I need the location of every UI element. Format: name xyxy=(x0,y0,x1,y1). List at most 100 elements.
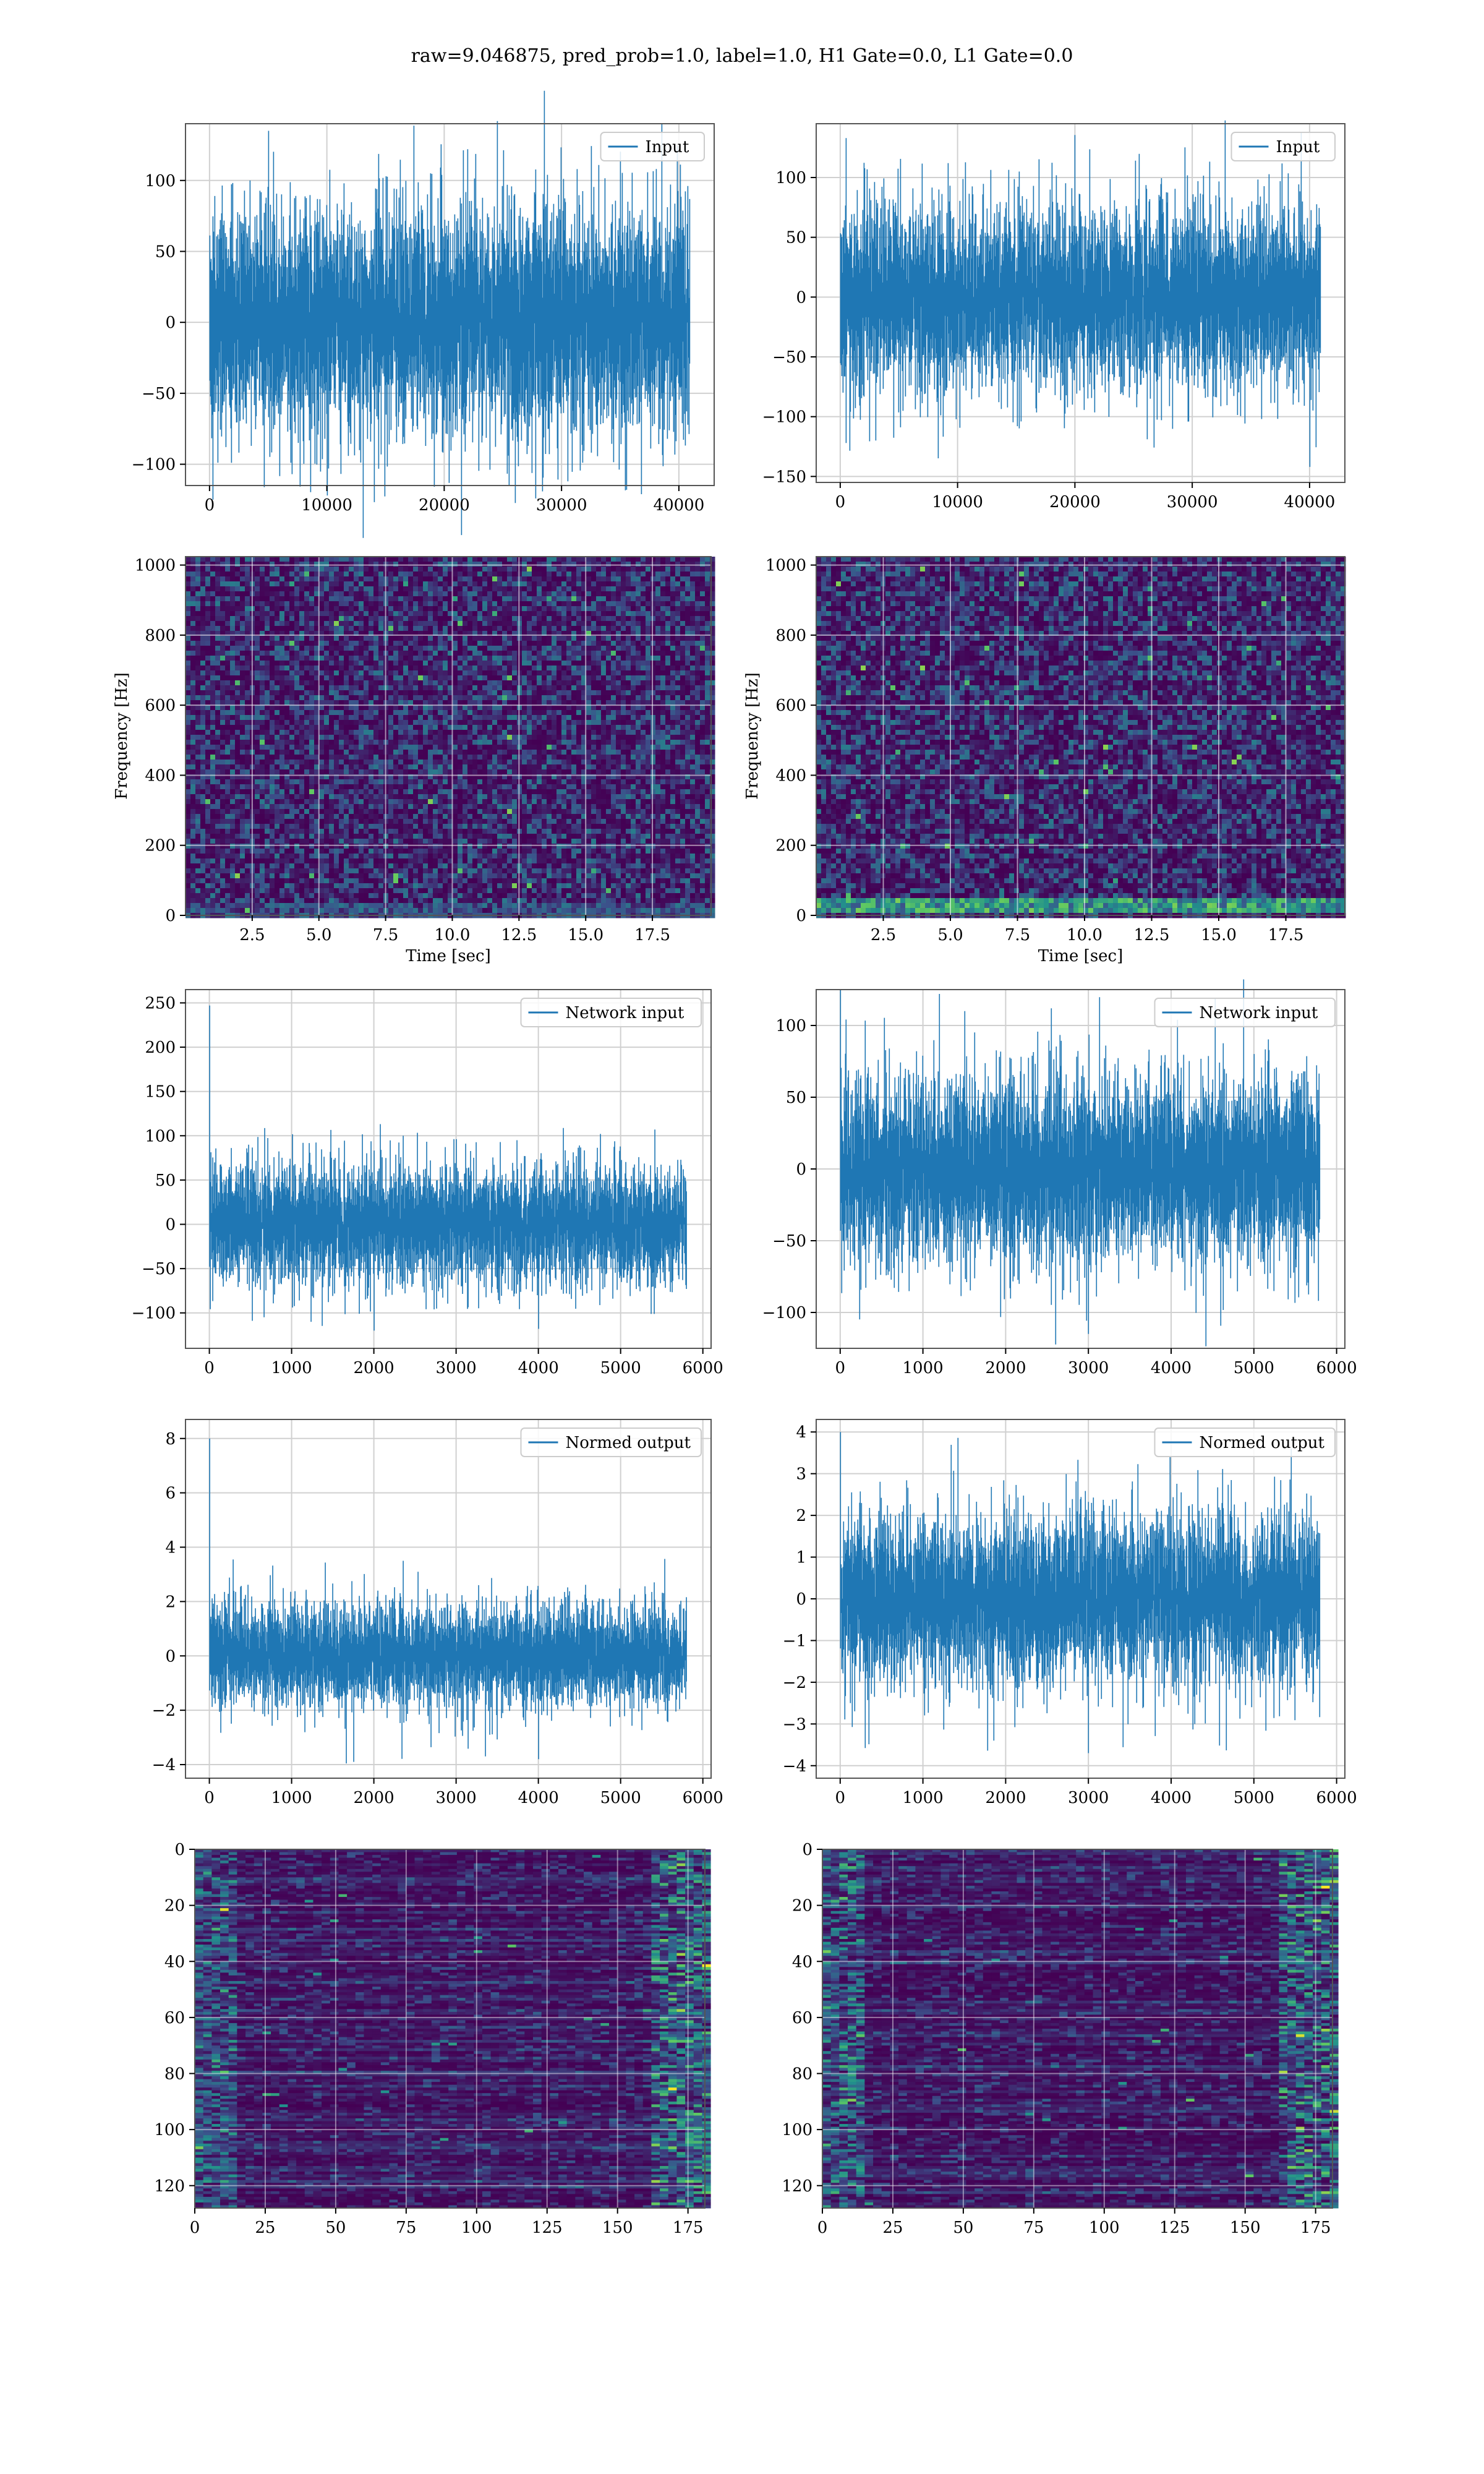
legend-label: Input xyxy=(646,138,689,156)
chart-l1-normed-output: 0 1000 2000 3000 4000 5000 6000 −4 −3 −2 −1 0 1 2 3 4 No… xyxy=(783,1419,1357,1807)
y-tick-label: 1000 xyxy=(765,557,806,575)
chart-l1-input: 0 10000 20000 30000 40000 −150 −100 −50 0 50 100 In… xyxy=(762,120,1345,511)
y-tick-label: 0 xyxy=(802,1841,812,1859)
x-tick-label: 0 xyxy=(835,493,846,511)
y-tick-label: 600 xyxy=(145,696,176,715)
y-tick-label: 40 xyxy=(792,1953,812,1971)
x-tick-label: 0 xyxy=(190,2219,200,2237)
y-tick-label: 4 xyxy=(796,1423,806,1442)
y-tick-label: 100 xyxy=(154,2121,185,2139)
series-line xyxy=(840,1432,1321,1753)
axes-frame xyxy=(185,123,715,486)
y-tick-label: 2 xyxy=(165,1593,176,1611)
axes-frame xyxy=(194,1849,706,2209)
panels: 0 10000 20000 30000 40000−100−50050100Input0… xyxy=(113,90,1357,2237)
x-tick-label: 75 xyxy=(396,2219,416,2237)
y-tick-label: 150 xyxy=(145,1083,176,1102)
y-tick-label: 0 xyxy=(174,1841,185,1859)
y-tick-label: 120 xyxy=(782,2177,812,2196)
y-tick-label: 40 xyxy=(164,1953,185,1971)
y-tick-label: 200 xyxy=(775,837,806,855)
y-tick-label: 0 xyxy=(165,1647,176,1666)
y-tick-label: 50 xyxy=(155,242,176,261)
y-tick-label: 0 xyxy=(796,1160,806,1179)
y-tick-label: 200 xyxy=(145,837,176,855)
legend-label: Normed output xyxy=(566,1434,691,1452)
x-tick-label: 15.0 xyxy=(1201,926,1237,944)
chart-h1-input: 0 10000 20000 30000 40000 −100 −50 0 50 100 Input xyxy=(132,90,715,538)
y-axis-label: Frequency [Hz] xyxy=(743,672,762,800)
x-tick-label: 150 xyxy=(1230,2219,1261,2237)
y-tick-label: −100 xyxy=(132,1304,176,1323)
x-tick-label: 3000 xyxy=(436,1359,477,1377)
x-tick-label: 20000 xyxy=(419,496,470,515)
series-line xyxy=(209,1438,687,1764)
series-line xyxy=(840,979,1321,1346)
x-tick-label: 17.5 xyxy=(1268,926,1304,944)
x-tick-label: 10.0 xyxy=(1067,926,1102,944)
y-tick-label: −50 xyxy=(772,1232,806,1251)
x-tick-label: 5.0 xyxy=(937,926,963,944)
y-tick-label: −4 xyxy=(783,1757,806,1776)
y-tick-label: 100 xyxy=(775,169,806,187)
x-tick-label: 50 xyxy=(953,2219,973,2237)
axes-frame xyxy=(816,556,1345,916)
y-tick-label: 20 xyxy=(164,1897,185,1915)
x-tick-label: 15.0 xyxy=(568,926,603,944)
y-tick-label: 800 xyxy=(775,627,806,645)
legend-box xyxy=(600,132,705,161)
y-tick-label: 60 xyxy=(164,2009,185,2027)
x-tick-label: 17.5 xyxy=(634,926,670,944)
y-tick-label: −3 xyxy=(783,1715,806,1734)
y-tick-label: 600 xyxy=(775,696,806,715)
x-tick-label: 2000 xyxy=(985,1789,1026,1807)
x-tick-label: 12.5 xyxy=(501,926,537,944)
series-line xyxy=(840,120,1321,467)
x-tick-label: 100 xyxy=(461,2219,492,2237)
x-tick-label: 3000 xyxy=(436,1789,477,1807)
x-tick-label: 6000 xyxy=(1316,1789,1357,1807)
y-tick-label: 250 xyxy=(145,994,176,1012)
x-tick-label: 20000 xyxy=(1049,493,1101,511)
spectrogram-image xyxy=(186,557,715,918)
y-tick-label: 200 xyxy=(145,1038,176,1057)
x-tick-label: 5000 xyxy=(1234,1789,1274,1807)
y-tick-label: 0 xyxy=(165,1216,176,1235)
y-tick-label: 0 xyxy=(796,907,806,925)
x-tick-label: 50 xyxy=(325,2219,346,2237)
x-axis-label: Time [sec] xyxy=(1038,947,1124,965)
y-tick-label: 0 xyxy=(165,314,176,332)
y-tick-label: −50 xyxy=(142,1260,176,1278)
y-tick-label: 100 xyxy=(145,1127,176,1145)
chart-l1-feature-map: 0 25 50 75 100 125 150 175 0 20 40 60 80 100 120 xyxy=(782,1841,1339,2237)
y-tick-label: 2 xyxy=(796,1507,806,1525)
y-tick-label: 50 xyxy=(786,229,806,247)
x-tick-label: 2000 xyxy=(354,1359,394,1377)
x-tick-label: 2.5 xyxy=(871,926,896,944)
y-tick-label: −2 xyxy=(152,1701,176,1720)
y-tick-label: −2 xyxy=(783,1674,806,1692)
y-tick-label: 6 xyxy=(165,1484,176,1503)
figure-title: raw=9.046875, pred_prob=1.0, label=1.0, … xyxy=(411,45,1073,67)
chart-l1-network-input: 0 1000 2000 3000 4000 5000 6000 −100 −50 0 50 100 Ne… xyxy=(762,979,1357,1377)
x-tick-label: 0 xyxy=(835,1789,846,1807)
axes-frame xyxy=(822,1849,1333,2209)
x-tick-label: 3000 xyxy=(1068,1789,1109,1807)
x-tick-label: 4000 xyxy=(518,1789,559,1807)
x-tick-label: 6000 xyxy=(1316,1359,1357,1377)
x-tick-label: 100 xyxy=(1089,2219,1120,2237)
y-tick-label: 0 xyxy=(165,907,176,925)
y-tick-label: 400 xyxy=(775,766,806,785)
x-axis-label: Time [sec] xyxy=(406,947,491,965)
axes-frame xyxy=(816,123,1345,483)
x-tick-label: 2000 xyxy=(985,1359,1026,1377)
y-tick-label: 50 xyxy=(155,1171,176,1190)
feature-map-image xyxy=(822,1849,1339,2209)
x-tick-label: 5.0 xyxy=(306,926,331,944)
y-tick-label: −100 xyxy=(762,1304,806,1322)
x-tick-label: 10000 xyxy=(932,493,983,511)
x-tick-label: 40000 xyxy=(1284,493,1336,511)
x-tick-label: 4000 xyxy=(518,1359,559,1377)
y-tick-label: 3 xyxy=(796,1465,806,1484)
